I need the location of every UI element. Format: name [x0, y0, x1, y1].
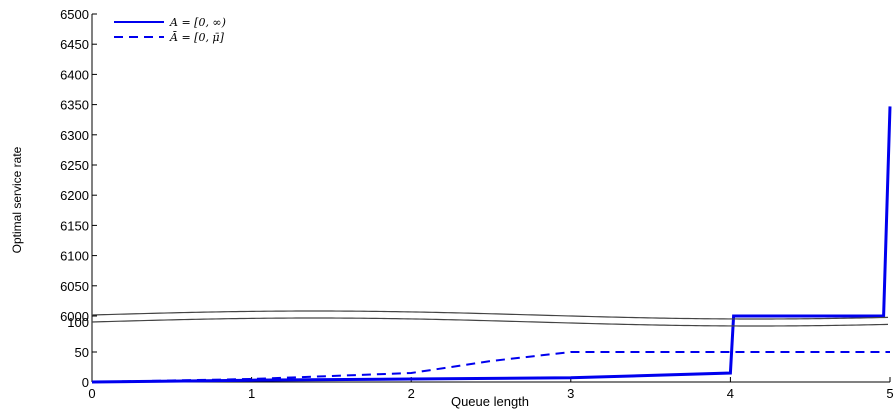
x-tick-label: 5	[886, 386, 893, 401]
y-tick-label: 6500	[60, 7, 89, 22]
y-tick-label: 6450	[60, 37, 89, 52]
y-tick-label: 6000	[60, 309, 89, 324]
y-tick-label: 6200	[60, 188, 89, 203]
break-line-upper	[91, 310, 889, 320]
legend: A = [0, ∞) Ā = [0, μ̄]	[114, 16, 226, 44]
y-tick-label: 0	[82, 375, 89, 390]
y-tick-label: 6100	[60, 249, 89, 264]
break-line-lower	[91, 317, 889, 327]
x-tick-label: 3	[567, 386, 574, 401]
y-tick-label: 6300	[60, 128, 89, 143]
axis-break	[91, 310, 889, 327]
x-tick-label: 2	[408, 386, 415, 401]
y-tick-label: 6350	[60, 98, 89, 113]
x-tick-label: 0	[88, 386, 95, 401]
y-tick-label: 6400	[60, 67, 89, 82]
y-tick-label: 50	[75, 345, 89, 360]
series-layer	[91, 106, 892, 384]
y-tick-label: 6250	[60, 158, 89, 173]
y-axis-title: Optimal service rate	[10, 146, 24, 253]
legend-label-1: A = [0, ∞)	[169, 16, 226, 29]
plot-area	[91, 14, 890, 383]
series-line-1	[91, 106, 892, 384]
y-tick-label: 100	[67, 315, 89, 330]
y-tick-label: 6150	[60, 218, 89, 233]
x-tick-label: 4	[727, 386, 734, 401]
legend-label-2: Ā = [0, μ̄]	[169, 31, 225, 44]
x-tick-label: 1	[248, 386, 255, 401]
x-axis-title: Queue length	[451, 394, 529, 409]
y-tick-label: 6050	[60, 279, 89, 294]
